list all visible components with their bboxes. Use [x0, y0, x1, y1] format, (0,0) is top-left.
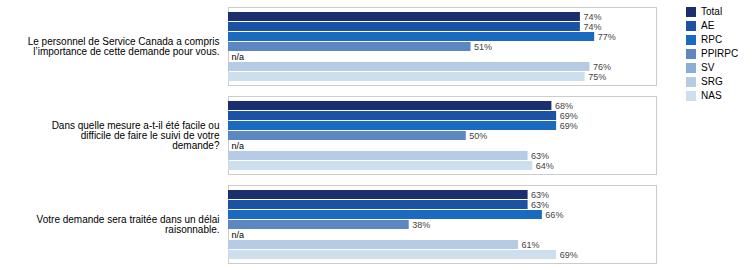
html-text:SV: SV [701, 62, 715, 73]
svg-text:Le personnel de Service Canada: Le personnel de Service Canada a compris… [28, 36, 220, 57]
svg-text:69%: 69% [560, 250, 578, 260]
html-text:PPIRPC: PPIRPC [701, 48, 739, 59]
svg-text:63%: 63% [531, 190, 549, 200]
svg-text:69%: 69% [560, 121, 578, 131]
svg-text:61%: 61% [522, 240, 540, 250]
html-text:Total: Total [701, 6, 723, 17]
svg-text:75%: 75% [588, 72, 606, 82]
svg-text:74%: 74% [583, 22, 601, 32]
svg-text:n/a: n/a [232, 230, 245, 240]
svg-text:66%: 66% [545, 210, 563, 220]
svg-text:68%: 68% [555, 101, 573, 111]
svg-text:n/a: n/a [232, 141, 245, 151]
svg-text:76%: 76% [593, 62, 611, 72]
svg-text:74%: 74% [583, 12, 601, 22]
svg-text:63%: 63% [531, 151, 549, 161]
svg-text:63%: 63% [531, 200, 549, 210]
html-text:SRG: SRG [701, 76, 723, 87]
svg-text:69%: 69% [560, 111, 578, 121]
html-text:AE: AE [701, 20, 715, 31]
html-text:RPC: RPC [701, 34, 723, 45]
svg-text:77%: 77% [598, 32, 616, 42]
svg-text:Votre demande sera traitée dan: Votre demande sera traitée dans un délai… [37, 214, 220, 235]
svg-text:50%: 50% [469, 131, 487, 141]
svg-text:n/a: n/a [232, 52, 245, 62]
svg-text:Dans quelle mesure a-t-il été: Dans quelle mesure a-t-il été facile oud… [52, 120, 220, 151]
svg-text:64%: 64% [536, 161, 554, 171]
svg-text:51%: 51% [474, 42, 492, 52]
svg-text:38%: 38% [412, 220, 430, 230]
html-text:NAS: NAS [701, 90, 722, 101]
